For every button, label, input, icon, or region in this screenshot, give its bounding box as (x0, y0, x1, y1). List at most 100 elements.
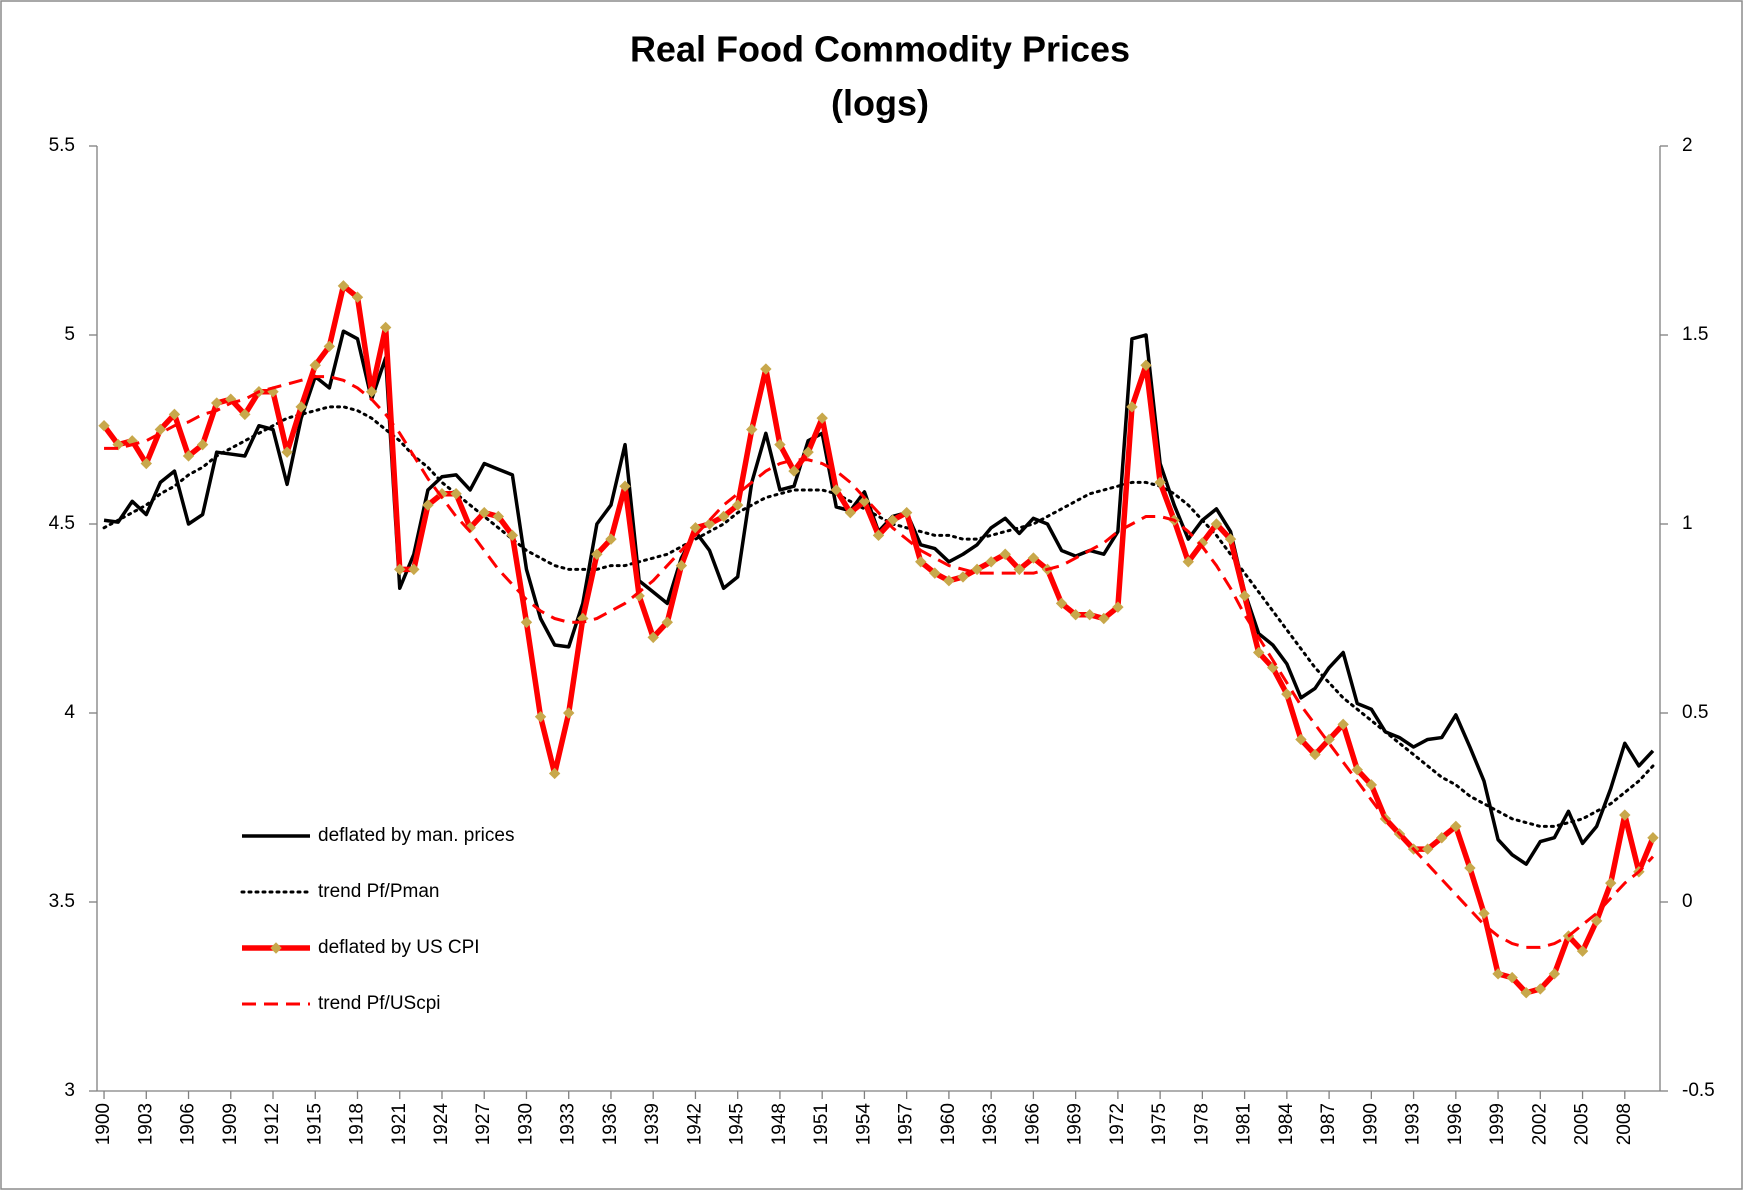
point-marker (591, 548, 603, 560)
point-marker (563, 707, 575, 719)
x-tick-label: 1924 (431, 1103, 452, 1146)
y2-tick-label: 2 (1682, 135, 1693, 156)
point-marker (816, 412, 828, 424)
point-marker (281, 446, 293, 458)
legend-marker (270, 942, 282, 954)
point-marker (1590, 915, 1603, 927)
point-marker (1464, 862, 1476, 874)
point-marker (647, 631, 659, 644)
x-tick-label: 1954 (853, 1103, 874, 1146)
point-marker (619, 480, 631, 492)
point-marker (1182, 556, 1194, 568)
point-marker (1126, 401, 1138, 413)
point-marker (295, 401, 307, 413)
x-tick-label: 1969 (1065, 1103, 1086, 1145)
point-marker (1112, 601, 1124, 613)
x-tick-label: 1966 (1022, 1103, 1043, 1145)
point-marker (351, 291, 364, 303)
point-marker (196, 438, 209, 451)
x-tick-label: 1975 (1149, 1103, 1170, 1145)
x-tick-label: 2008 (1614, 1103, 1635, 1145)
point-marker (1027, 552, 1040, 564)
point-marker (872, 529, 885, 542)
x-tick-label: 1927 (473, 1103, 494, 1145)
point-marker (1210, 518, 1223, 530)
point-marker (1323, 733, 1335, 746)
x-tick-label: 1930 (515, 1103, 536, 1145)
point-marker (929, 567, 941, 579)
point-marker (1281, 688, 1293, 700)
x-tick-label: 1912 (262, 1103, 283, 1145)
point-marker (1295, 733, 1307, 746)
point-marker (168, 408, 181, 421)
point-marker (731, 499, 744, 511)
point-marker (830, 484, 842, 496)
x-tick-label: 1945 (727, 1103, 748, 1145)
legend-label: trend Pf/UScpi (318, 993, 441, 1014)
point-marker (760, 363, 772, 375)
point-marker (140, 457, 152, 470)
point-marker (98, 420, 110, 432)
x-tick-label: 1936 (600, 1103, 621, 1145)
x-tick-label: 1948 (769, 1103, 790, 1145)
point-marker (506, 529, 519, 542)
chart-subtitle: (logs) (831, 83, 929, 124)
x-tick-label: 1951 (811, 1103, 832, 1145)
point-marker (844, 506, 857, 519)
point-marker (450, 488, 462, 500)
x-tick-label: 1921 (389, 1103, 410, 1145)
point-marker (1224, 533, 1237, 545)
point-marker (985, 556, 997, 568)
y2-tick-label: 1 (1682, 513, 1693, 534)
point-marker (1492, 968, 1504, 980)
x-tick-label: 1972 (1107, 1103, 1128, 1145)
y2-tick-label: 0 (1682, 891, 1693, 912)
point-marker (957, 571, 969, 583)
x-tick-label: 1909 (220, 1103, 241, 1145)
x-tick-label: 1960 (938, 1103, 959, 1145)
series-line (102, 405, 1655, 828)
point-marker (422, 499, 434, 511)
point-marker (1619, 809, 1631, 821)
point-marker (1098, 612, 1110, 625)
point-marker (774, 438, 786, 451)
x-tick-label: 1984 (1276, 1103, 1297, 1146)
point-marker (802, 446, 814, 458)
x-tick-label: 1990 (1360, 1103, 1381, 1145)
point-marker (1436, 832, 1448, 844)
point-marker (900, 506, 913, 519)
x-tick-label: 1957 (896, 1103, 917, 1145)
point-marker (1520, 987, 1532, 999)
x-tick-label: 1900 (93, 1103, 114, 1145)
point-marker (971, 563, 983, 576)
point-marker (1154, 476, 1166, 489)
point-marker (915, 556, 927, 568)
y-tick-label: 4 (64, 702, 75, 723)
x-tick-label: 1933 (558, 1103, 579, 1145)
x-tick-label: 1963 (980, 1103, 1001, 1145)
point-marker (1647, 832, 1659, 844)
point-marker (1309, 748, 1321, 761)
point-marker (943, 574, 955, 587)
point-marker (309, 359, 321, 371)
x-tick-label: 1981 (1234, 1103, 1255, 1145)
legend-label: deflated by man. prices (318, 825, 514, 846)
point-marker (379, 321, 392, 334)
x-tick-label: 1903 (135, 1103, 156, 1145)
point-marker (323, 340, 336, 353)
series-line (104, 375, 1655, 949)
legend-label: trend Pf/Pman (318, 881, 439, 902)
point-marker (1478, 907, 1490, 920)
x-tick-label: 1999 (1487, 1103, 1508, 1145)
point-marker (1238, 590, 1251, 602)
chart-title: Real Food Commodity Prices (630, 29, 1130, 70)
point-marker (1605, 877, 1617, 889)
point-marker (689, 522, 702, 534)
point-marker (1084, 609, 1096, 621)
x-tick-label: 1939 (642, 1103, 663, 1145)
point-marker (1506, 971, 1518, 984)
y2-tick-label: -0.5 (1682, 1080, 1715, 1101)
y2-tick-label: 0.5 (1682, 702, 1708, 723)
point-marker (1140, 359, 1152, 371)
